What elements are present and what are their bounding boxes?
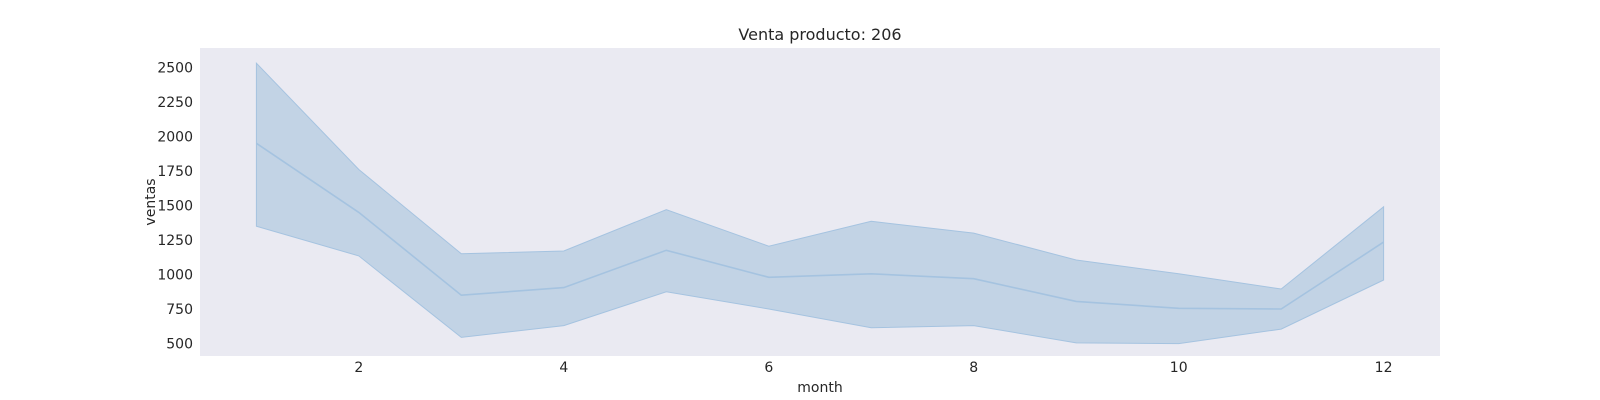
x-tick-label: 4 [559,360,568,376]
y-tick-label: 1000 [157,268,193,284]
y-tick-label: 750 [166,302,193,318]
y-axis-label: ventas [143,178,159,225]
y-tick-label: 1750 [157,164,193,180]
y-tick-label: 2000 [157,129,193,145]
x-tick-label: 8 [969,360,978,376]
y-tick-label: 2250 [157,95,193,111]
y-tick-label: 2500 [157,60,193,76]
y-tick-label: 1250 [157,233,193,249]
y-axis-ticks: 500 750 1000 1250 1500 1750 2000 2250 2500 [157,60,193,352]
x-axis-ticks: 2 4 6 8 10 12 [354,360,1392,376]
chart-title: Venta producto: 206 [738,25,901,44]
y-tick-label: 1500 [157,199,193,215]
confidence-band [255,61,1385,345]
x-tick-label: 12 [1375,360,1393,376]
y-tick-label: 500 [166,337,193,353]
series-line [255,142,1385,310]
x-axis-label: month [797,380,842,396]
x-tick-label: 10 [1170,360,1188,376]
x-tick-label: 2 [354,360,363,376]
x-tick-label: 6 [764,360,773,376]
